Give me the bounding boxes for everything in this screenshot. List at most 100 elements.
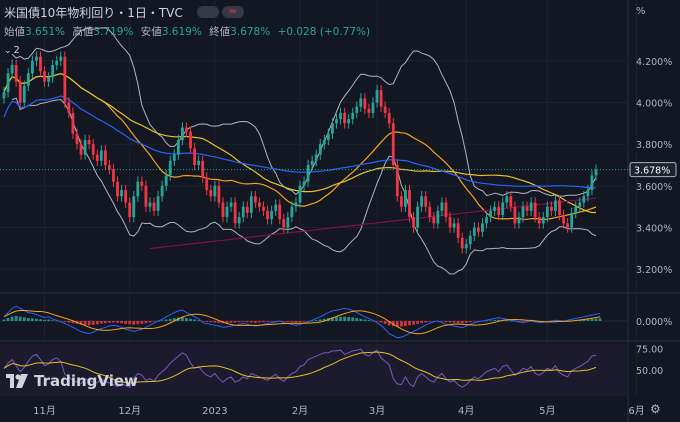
macd-histogram-bar <box>371 320 375 322</box>
macd-histogram-bar <box>456 321 460 324</box>
candle-body <box>379 90 383 107</box>
candle-body <box>152 202 156 211</box>
macd-histogram-bar <box>359 318 363 321</box>
candle-body <box>124 190 128 203</box>
candle-body <box>245 206 249 213</box>
axes: 4.200% 4.000% 3.800% 3.600% 3.400% 3.200% 11月 1… <box>33 57 677 417</box>
ma-maroon-line <box>149 197 597 250</box>
candle-body <box>156 196 160 211</box>
macd-histogram-bar <box>262 321 265 323</box>
macd-histogram-bar <box>63 321 67 322</box>
time-tick-label: 4月 <box>458 405 474 417</box>
macd-histogram-bar <box>108 321 111 323</box>
candle-body <box>533 202 537 218</box>
macd-histogram-bar <box>505 320 509 322</box>
rsi-tick-label: 75.00 <box>636 344 663 355</box>
macd-histogram-bar <box>582 319 586 321</box>
price-tick-label: 3.200% <box>636 265 672 276</box>
candle-body <box>221 202 225 218</box>
candle-body <box>26 73 30 86</box>
macd-histogram-bar <box>14 315 18 321</box>
candle-body <box>2 92 6 99</box>
macd-histogram-bar <box>116 321 119 323</box>
rsi-tick-label: 50.00 <box>636 366 663 377</box>
candle-body <box>148 202 152 207</box>
candle-body <box>440 202 444 211</box>
indicators-toggle[interactable]: ⌄ 2 <box>4 45 20 56</box>
candle-body <box>225 206 229 218</box>
macd-histogram-bar <box>152 321 156 322</box>
macd-histogram-bar <box>399 321 403 327</box>
current-price-tag <box>629 162 677 178</box>
logo-text: TradingView <box>34 372 138 390</box>
macd-histogram-bar <box>598 318 602 321</box>
candle-body <box>116 181 119 197</box>
candle-body <box>367 108 371 113</box>
rsi-background <box>0 344 628 396</box>
tradingview-logo: TradingView <box>6 372 138 390</box>
candle-body <box>35 56 38 61</box>
macd-histogram-bar <box>314 320 318 321</box>
macd-histogram-bar <box>229 321 233 323</box>
candle-body <box>193 148 196 165</box>
rsi-line <box>3 348 597 388</box>
macd-histogram-bar <box>99 321 103 324</box>
candle-body <box>355 106 359 113</box>
candle-body <box>249 196 253 213</box>
market-status-icon[interactable] <box>196 6 219 18</box>
candle-body <box>201 160 205 178</box>
macd-histogram-bar <box>217 321 221 323</box>
candle-body <box>172 154 176 161</box>
percent-toggle[interactable]: % <box>636 6 646 17</box>
candle-body <box>91 144 95 155</box>
chevron-red-icon[interactable]: ≈ <box>221 6 244 18</box>
candle-body <box>590 175 594 190</box>
macd-histogram-bar <box>270 321 274 322</box>
candle-body <box>481 223 484 232</box>
macd-histogram-bar <box>51 320 55 321</box>
candle-body <box>558 200 561 215</box>
macd-histogram-bar <box>468 321 472 323</box>
macd-histogram-bar <box>586 319 590 321</box>
macd-histogram-bar <box>460 321 464 324</box>
macd-histogram-bar <box>237 321 241 323</box>
candle-body <box>83 140 87 155</box>
candle-body <box>347 119 351 124</box>
candle-body <box>75 133 79 145</box>
time-tick-label: 5月 <box>539 405 555 417</box>
macd-histogram-bar <box>318 319 322 321</box>
macd-histogram-bar <box>310 320 314 322</box>
macd-histogram-bar <box>335 317 338 321</box>
candle-body <box>140 181 144 186</box>
rsi-pane <box>0 344 628 396</box>
macd-histogram-bar <box>464 321 468 323</box>
macd-histogram-bar <box>67 321 71 323</box>
candle-body <box>144 185 148 207</box>
symbol-header[interactable]: 米国債10年物利回り・1日・TVC ≈ <box>4 3 244 21</box>
macd-histogram-bar <box>87 321 91 326</box>
indicators-count: 2 <box>13 45 20 56</box>
candle-body <box>351 112 355 120</box>
candle-body <box>217 185 221 203</box>
time-tick-label: 12月 <box>118 405 141 417</box>
candle-body <box>497 206 501 215</box>
macd-histogram-bar <box>594 318 598 321</box>
macd-histogram-bar <box>485 320 488 322</box>
macd-histogram-bar <box>95 321 99 325</box>
macd-histogram-bar <box>286 321 290 322</box>
candle-body <box>586 190 590 197</box>
price-tick-label: 3.400% <box>636 224 672 235</box>
macd-histogram-bar <box>404 321 407 327</box>
macd-histogram-bar <box>136 321 140 325</box>
change-value: +0.028 (+0.77%) <box>277 26 371 38</box>
macd-histogram-bar <box>367 320 371 321</box>
candle-body <box>359 98 363 107</box>
ohlc-legend: 始値3.651% 高値3.719% 安値3.619% 終値3.678% +0.0… <box>4 24 374 39</box>
macd-histogram-bar <box>424 321 428 323</box>
candle-body <box>39 56 42 72</box>
candle-body <box>424 196 428 207</box>
macd-histogram-bar <box>266 321 269 322</box>
gear-icon[interactable]: ⚙ <box>650 402 661 416</box>
macd-histogram-bar <box>472 321 476 322</box>
candle-body <box>290 206 294 218</box>
